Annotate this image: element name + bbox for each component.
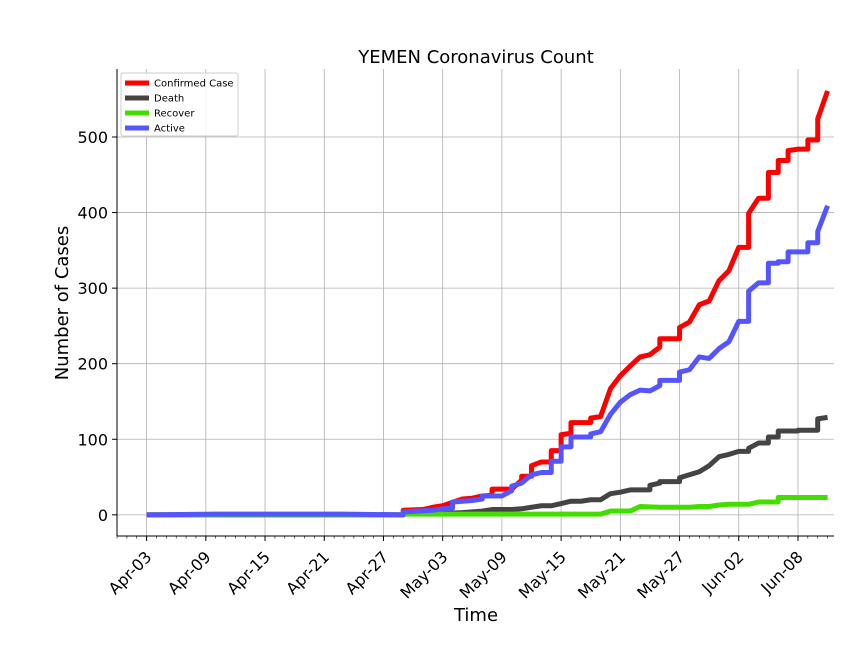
axes-layer <box>116 69 834 537</box>
x-tick-label: Apr-15 <box>223 547 274 598</box>
series-line-confirmed-case <box>146 90 830 518</box>
y-axis-label: Number of Cases <box>52 226 73 381</box>
x-tick-label: May-03 <box>396 547 451 602</box>
x-tick-label: Jun-08 <box>757 547 807 597</box>
x-tick-label: May-21 <box>574 547 629 602</box>
y-tick-label: 500 <box>77 128 108 147</box>
y-tick-label: 0 <box>98 506 108 525</box>
series-line-death <box>146 414 828 518</box>
legend-label: Confirmed Case <box>154 79 234 90</box>
y-tick-label: 200 <box>77 355 108 374</box>
x-tick-label: Apr-21 <box>282 547 333 598</box>
x-tick-label: Jun-02 <box>697 547 747 597</box>
series-line-active <box>146 204 830 518</box>
y-tick-label: 300 <box>77 279 108 298</box>
x-tick-label: May-09 <box>456 547 511 602</box>
x-tick-label: Apr-27 <box>342 547 393 598</box>
chart-title: YEMEN Coronavirus Count <box>357 47 594 68</box>
legend-label: Death <box>154 94 184 105</box>
x-axis-label: Time <box>453 605 498 626</box>
series-line-recover <box>146 494 828 518</box>
x-tick-label: May-15 <box>515 547 570 602</box>
legend-label: Active <box>154 124 185 135</box>
legend-label: Recover <box>154 109 195 120</box>
legend: Confirmed Case Death Recover Active <box>120 72 239 137</box>
x-tick-label: Apr-09 <box>164 547 215 598</box>
grid-layer <box>117 69 834 536</box>
legend-box <box>120 72 239 137</box>
ticks-layer: Apr-03 Apr-09 Apr-15 Apr-21 Apr-27 May-03 May-… <box>77 128 828 603</box>
x-tick-label: May-27 <box>633 547 688 602</box>
y-tick-label: 400 <box>77 204 108 223</box>
series-layer <box>146 90 830 518</box>
x-tick-label: Apr-03 <box>105 547 156 598</box>
y-tick-label: 100 <box>77 430 108 449</box>
